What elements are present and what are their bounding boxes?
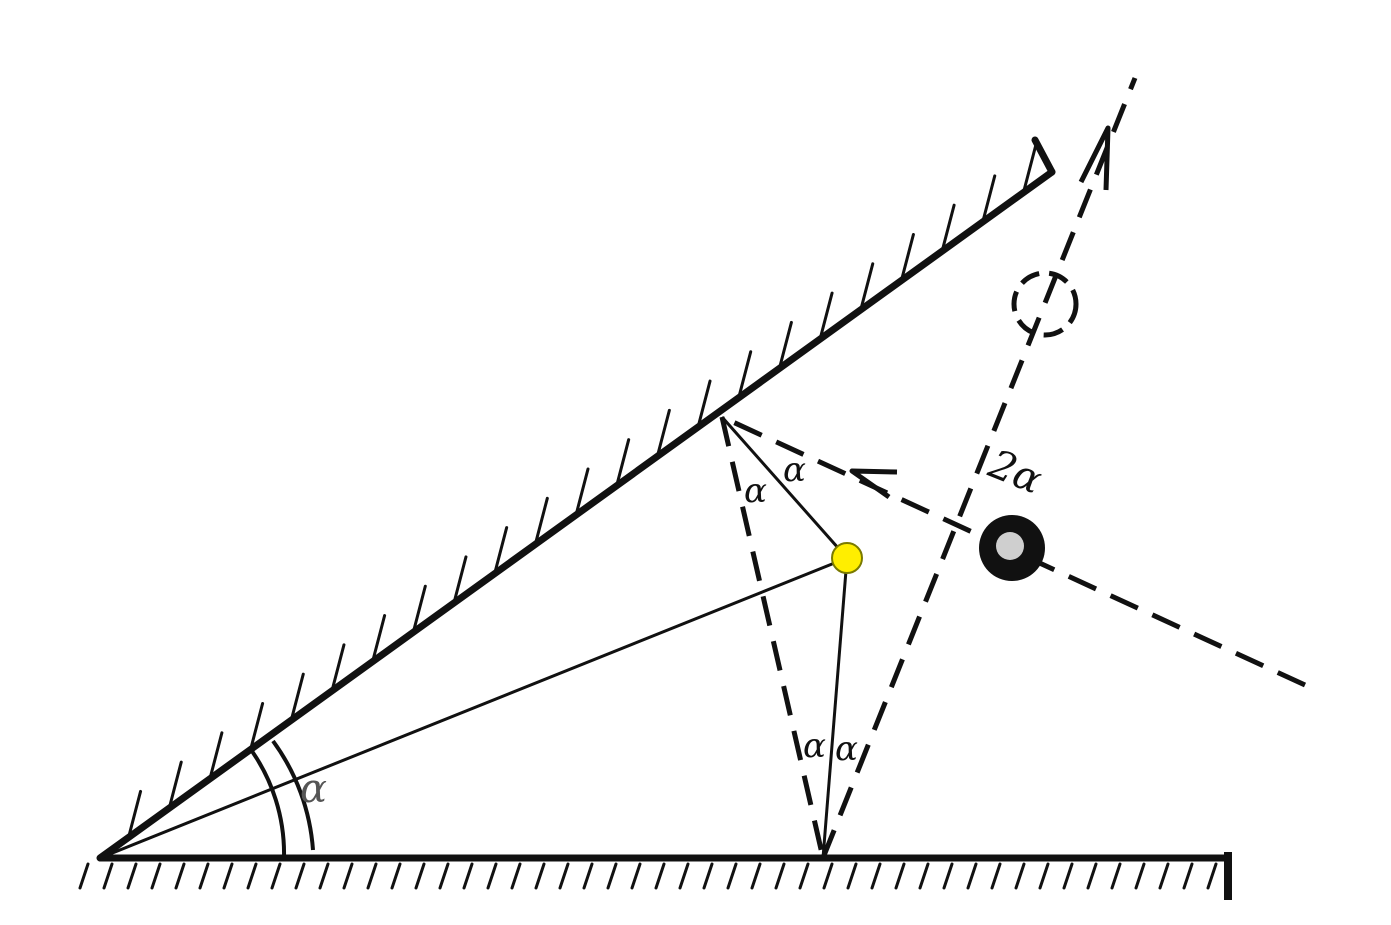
hatch-mark: [894, 862, 906, 890]
hatch-mark: [1038, 862, 1050, 890]
hatch-mark: [990, 862, 1002, 890]
hatch-mark: [174, 862, 186, 890]
hatch-mark: [222, 862, 234, 890]
hatch-mark: [126, 862, 138, 890]
hatch-mark: [774, 862, 786, 890]
lower-mirror-hatching: [78, 862, 1218, 890]
hatch-mark: [918, 862, 930, 890]
reference-point: [831, 542, 863, 574]
hatch-mark: [294, 862, 306, 890]
label-upper-left: α: [744, 471, 767, 511]
hatch-mark: [606, 862, 618, 890]
vertex-angle-arc-outer: [271, 739, 315, 851]
hatch-mark: [1014, 862, 1026, 890]
hatch-mark: [270, 862, 282, 890]
hatch-mark: [486, 862, 498, 890]
hatch-mark: [737, 350, 753, 400]
hatch-mark: [654, 862, 666, 890]
hatch-mark: [1110, 862, 1122, 890]
hatch-mark: [870, 862, 882, 890]
hatch-mark: [1086, 862, 1098, 890]
label-lower-right: α: [835, 729, 858, 769]
hatch-mark: [78, 862, 90, 890]
hatch-mark: [510, 862, 522, 890]
upper-mirror-end-tick: [1031, 136, 1056, 176]
label-deflection: 2α: [982, 441, 1049, 504]
hatch-mark: [1062, 862, 1074, 890]
hatch-mark: [940, 203, 956, 253]
hatch-mark: [452, 555, 468, 605]
hatch-mark: [390, 862, 402, 890]
vertex-angle-arc-inner: [247, 745, 287, 859]
hatch-mark: [167, 760, 183, 810]
hatch-mark: [846, 862, 858, 890]
hatch-mark: [493, 526, 509, 576]
incident-arrow-icon: [849, 468, 898, 500]
hatch-mark: [102, 862, 114, 890]
hatch-mark: [438, 862, 450, 890]
hatch-mark: [208, 731, 224, 781]
hatch-mark: [411, 584, 427, 634]
hatch-mark: [655, 408, 671, 458]
hatch-mark: [289, 672, 305, 722]
label-lower-left: α: [803, 726, 826, 766]
hatch-mark: [966, 862, 978, 890]
reflected-ray-down: [719, 416, 826, 859]
incident-ray: [720, 414, 1307, 688]
construction-lines: [99, 416, 849, 860]
hatch-mark: [726, 862, 738, 890]
upper-mirror-hatching: [127, 145, 1037, 839]
upper-mirror: [96, 168, 1056, 862]
hatch-mark: [574, 467, 590, 517]
hatch-mark: [330, 643, 346, 693]
hatch-mark: [1134, 862, 1146, 890]
hatch-mark: [582, 862, 594, 890]
hatch-mark: [798, 862, 810, 890]
hatch-mark: [702, 862, 714, 890]
line-point-to-upper-mirror: [720, 416, 849, 559]
hatch-mark: [1182, 862, 1194, 890]
label-vertex-angle: α: [300, 766, 327, 812]
hatch-mark: [678, 862, 690, 890]
outgoing-ray: [820, 77, 1138, 859]
hatch-mark: [533, 496, 549, 546]
line-point-to-lower-mirror: [821, 557, 849, 859]
hatch-mark: [777, 320, 793, 370]
hatch-mark: [318, 862, 330, 890]
hatch-mark: [366, 862, 378, 890]
ball-speckle: [996, 532, 1024, 560]
hatch-mark: [246, 862, 258, 890]
label-upper-right: α: [783, 450, 806, 490]
hatch-mark: [981, 174, 997, 224]
hatch-mark: [371, 614, 387, 664]
hatch-mark: [558, 862, 570, 890]
hatch-mark: [942, 862, 954, 890]
hatch-mark: [534, 862, 546, 890]
hatch-mark: [127, 789, 143, 839]
hatch-mark: [462, 862, 474, 890]
hatch-mark: [249, 701, 265, 751]
hatch-mark: [822, 862, 834, 890]
hatch-mark: [630, 862, 642, 890]
hatch-mark: [859, 262, 875, 312]
outgoing-arrow-icon: [1078, 125, 1111, 191]
hatch-mark: [150, 862, 162, 890]
hatch-mark: [342, 862, 354, 890]
ghost-ball: [1011, 270, 1079, 338]
hatch-mark: [1206, 862, 1218, 890]
hatch-mark: [818, 291, 834, 341]
hatch-mark: [414, 862, 426, 890]
hatch-mark: [750, 862, 762, 890]
hatch-mark: [198, 862, 210, 890]
ray-paths: [719, 77, 1307, 859]
hatch-mark: [1021, 145, 1037, 195]
line-vertex-to-point: [99, 556, 848, 860]
hatch-mark: [1158, 862, 1170, 890]
hatch-mark: [899, 233, 915, 283]
hatch-mark: [615, 438, 631, 488]
hatch-mark: [696, 379, 712, 429]
